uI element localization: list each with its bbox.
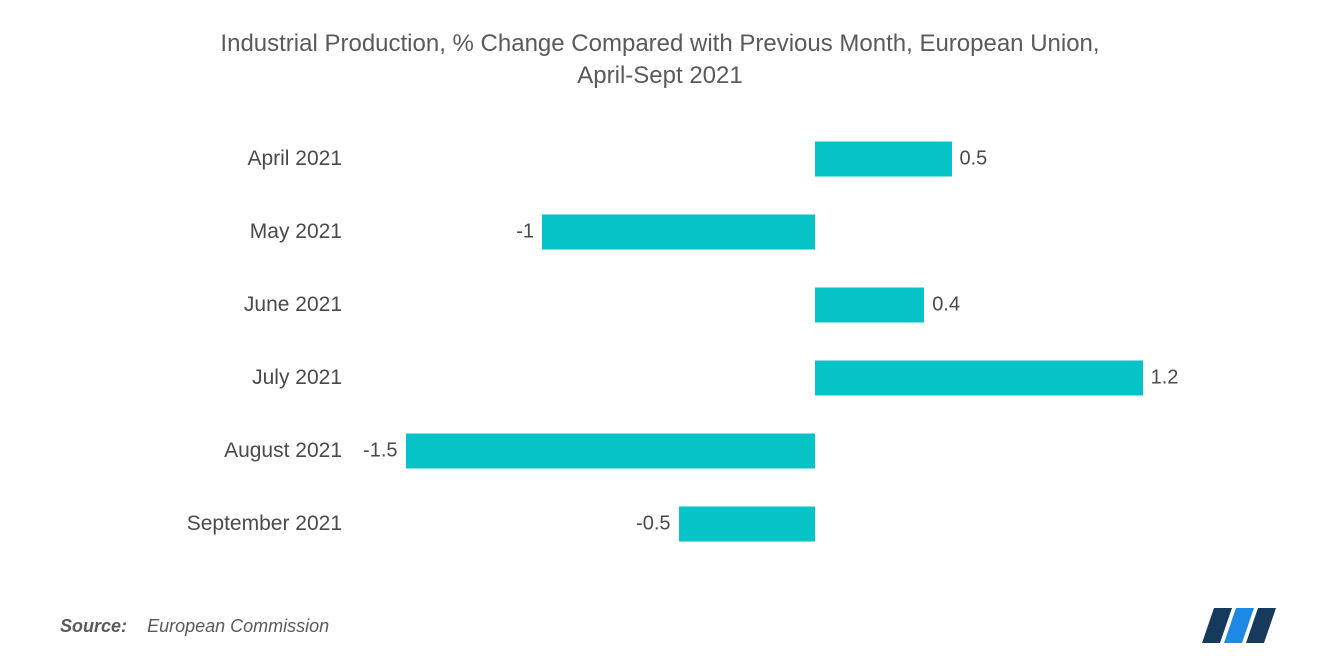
- chart-row: July 2021 1.2: [0, 342, 1320, 415]
- chart-title: Industrial Production, % Change Compared…: [0, 0, 1320, 93]
- category-label: April 2021: [0, 147, 342, 171]
- chart-row: June 2021 0.4: [0, 269, 1320, 342]
- bar: [542, 215, 815, 250]
- bar: [815, 142, 952, 177]
- bar: [815, 361, 1143, 396]
- category-label: May 2021: [0, 220, 342, 244]
- value-label: 0.5: [960, 148, 988, 171]
- category-label: July 2021: [0, 366, 342, 390]
- source-text: European Commission: [147, 616, 329, 636]
- bar: [679, 507, 816, 542]
- category-label: June 2021: [0, 293, 342, 317]
- chart-row: April 2021 0.5: [0, 123, 1320, 196]
- chart-row: September 2021 -0.5: [0, 488, 1320, 561]
- source-prefix: Source:: [60, 616, 127, 636]
- chart-row: August 2021 -1.5: [0, 415, 1320, 488]
- bar: [815, 288, 924, 323]
- value-label: -0.5: [636, 513, 670, 536]
- chart-plot-area: April 2021 0.5 May 2021 -1 June 2021 0.4 July …: [0, 123, 1320, 561]
- chart-source: Source: European Commission: [60, 616, 329, 637]
- category-label: September 2021: [0, 512, 342, 536]
- value-label: 1.2: [1151, 367, 1179, 390]
- chart-row: May 2021 -1: [0, 196, 1320, 269]
- bar: [406, 434, 816, 469]
- value-label: -1: [516, 221, 534, 244]
- value-label: -1.5: [363, 440, 397, 463]
- chart-container: Industrial Production, % Change Compared…: [0, 0, 1320, 665]
- chart-title-line2: April-Sept 2021: [60, 60, 1260, 92]
- category-label: August 2021: [0, 439, 342, 463]
- brand-logo-icon: [1202, 603, 1282, 643]
- value-label: 0.4: [932, 294, 960, 317]
- chart-title-line1: Industrial Production, % Change Compared…: [60, 28, 1260, 60]
